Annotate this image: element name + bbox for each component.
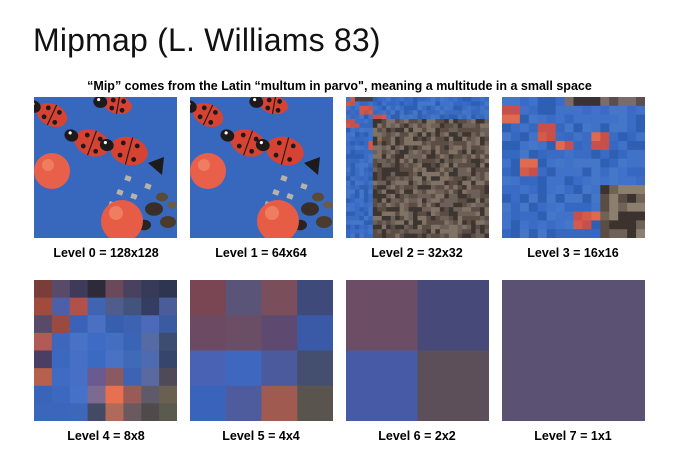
level-7-label: Level 7 = 1x1 [534,429,612,443]
mip-level-6-image [346,280,489,421]
mip-level-5-image [190,280,333,421]
ladybug-texture-image [190,97,333,238]
ladybug-texture-image [34,97,177,238]
slide-subtitle: “Mip” comes from the Latin “multum in pa… [87,79,592,93]
mip-level-7-image [502,280,645,421]
slide-title: Mipmap (L. Williams 83) [33,22,381,58]
color-grid-image [190,280,333,421]
mip-level-2-image [346,97,489,238]
mip-level-4-image [34,280,177,421]
level-0-label: Level 0 = 128x128 [53,246,159,260]
solid-color-image [502,280,645,421]
level-4-label: Level 4 = 8x8 [67,429,145,443]
mip-level-3-image [502,97,645,238]
level-3-label: Level 3 = 16x16 [527,246,619,260]
level-5-label: Level 5 = 4x4 [222,429,300,443]
color-grid-image [34,280,177,421]
mip-level-1-image [190,97,333,238]
level-2-label: Level 2 = 32x32 [371,246,463,260]
ladybug-texture-image [502,97,645,238]
level-1-label: Level 1 = 64x64 [215,246,307,260]
level-6-label: Level 6 = 2x2 [378,429,456,443]
mip-level-0-image [34,97,177,238]
color-grid-image [346,280,489,421]
ladybug-texture-image [346,97,489,238]
